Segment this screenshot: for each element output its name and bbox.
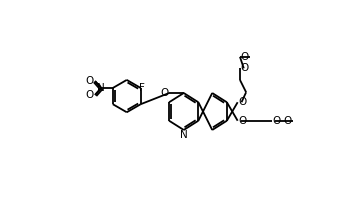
Text: O: O bbox=[85, 76, 93, 86]
Text: O: O bbox=[272, 116, 280, 126]
Text: O: O bbox=[85, 90, 93, 100]
Text: N: N bbox=[180, 130, 188, 140]
Text: O: O bbox=[241, 63, 249, 73]
Text: O: O bbox=[284, 116, 292, 126]
Text: O: O bbox=[241, 52, 249, 62]
Text: F: F bbox=[139, 83, 144, 93]
Text: O: O bbox=[238, 97, 247, 107]
Text: O: O bbox=[238, 116, 247, 126]
Text: O: O bbox=[160, 88, 168, 98]
Text: N: N bbox=[97, 83, 105, 93]
